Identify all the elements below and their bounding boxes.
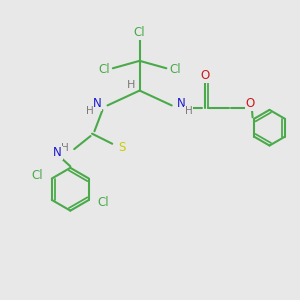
Text: S: S <box>118 141 125 154</box>
Text: Cl: Cl <box>97 196 109 209</box>
Text: H: H <box>61 142 68 153</box>
Text: Cl: Cl <box>169 63 181 76</box>
Text: Cl: Cl <box>134 26 146 39</box>
Text: N: N <box>93 98 101 110</box>
Text: Cl: Cl <box>32 169 44 182</box>
Text: H: H <box>127 80 135 90</box>
Text: N: N <box>53 146 62 160</box>
Text: Cl: Cl <box>98 63 110 76</box>
Text: O: O <box>200 69 210 82</box>
Text: H: H <box>86 106 94 116</box>
Text: H: H <box>185 106 193 116</box>
Text: N: N <box>177 98 186 110</box>
Text: O: O <box>246 98 255 110</box>
